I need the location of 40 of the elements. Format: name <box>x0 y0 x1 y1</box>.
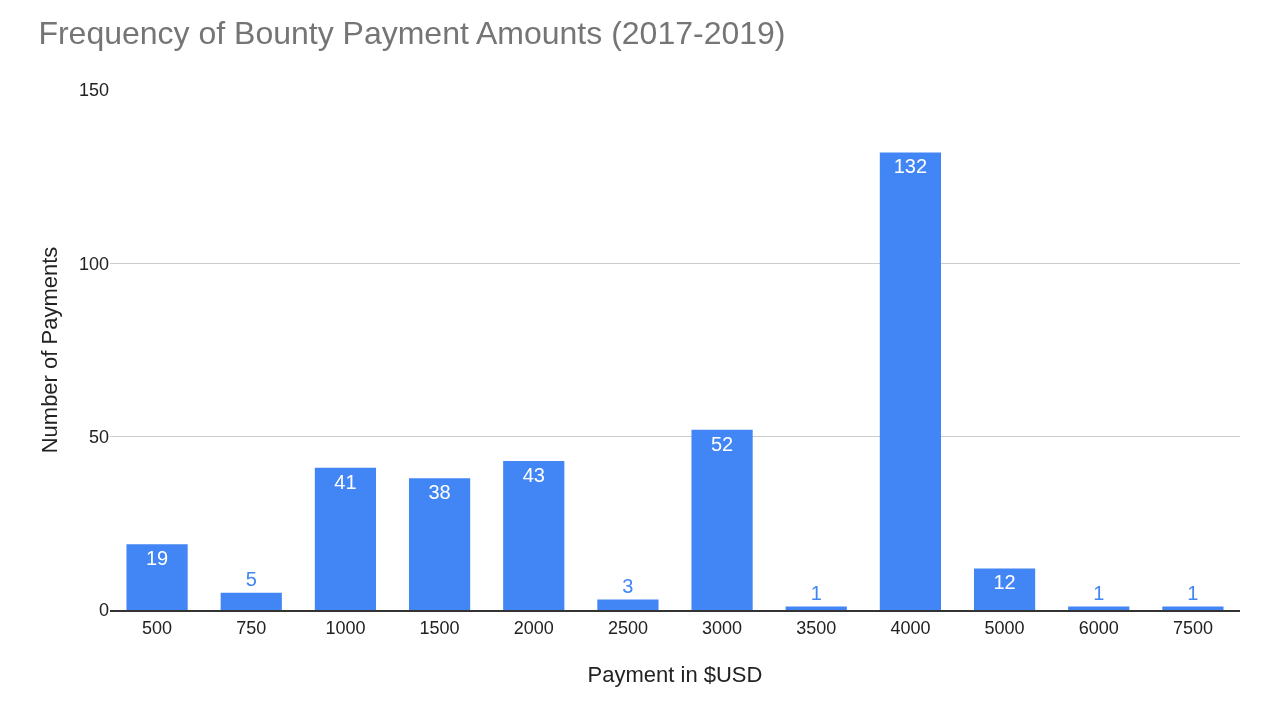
data-label: 5 <box>245 567 257 590</box>
y-tick-label: 150 <box>78 80 109 101</box>
data-label: 38 <box>428 481 451 504</box>
y-axis-title: Number of Payments <box>36 246 62 454</box>
x-tick-label: 1500 <box>419 617 460 638</box>
x-tick-label: 3000 <box>702 617 743 638</box>
bar <box>503 460 565 610</box>
bar <box>126 544 188 610</box>
data-label: 132 <box>893 155 928 178</box>
chart-title: Frequency of Bounty Payment Amounts (2017-2019) <box>38 15 786 51</box>
x-tick-label: 4000 <box>890 617 931 638</box>
x-tick-label: 3500 <box>796 617 837 638</box>
bar <box>220 592 282 610</box>
bar <box>879 152 942 610</box>
data-label: 1 <box>1187 581 1199 604</box>
x-tick-label: 750 <box>236 617 267 638</box>
data-label: 12 <box>993 571 1016 594</box>
bar <box>408 478 471 610</box>
x-tick-label: 5000 <box>984 617 1025 638</box>
data-label: 52 <box>710 432 734 455</box>
data-label: 3 <box>622 574 634 597</box>
x-tick-label: 6000 <box>1078 617 1119 638</box>
data-label: 43 <box>522 463 545 486</box>
bar <box>691 429 753 610</box>
data-label: 41 <box>334 470 357 493</box>
x-tick-label: 7500 <box>1172 617 1213 638</box>
data-label: 19 <box>145 547 169 570</box>
y-tick-label: 0 <box>98 600 109 621</box>
bar <box>973 568 1036 610</box>
y-tick-label: 100 <box>78 253 109 274</box>
data-label: 1 <box>1093 581 1105 604</box>
x-tick-label: 1000 <box>325 617 366 638</box>
x-tick-label: 2500 <box>607 617 648 638</box>
y-tick-label: 50 <box>88 426 109 447</box>
bar <box>314 467 377 610</box>
bar <box>597 599 659 610</box>
x-axis-title: Payment in $USD <box>587 662 763 687</box>
x-tick-label: 2000 <box>513 617 554 638</box>
data-label: 1 <box>810 581 822 604</box>
x-tick-label: 500 <box>142 617 173 638</box>
